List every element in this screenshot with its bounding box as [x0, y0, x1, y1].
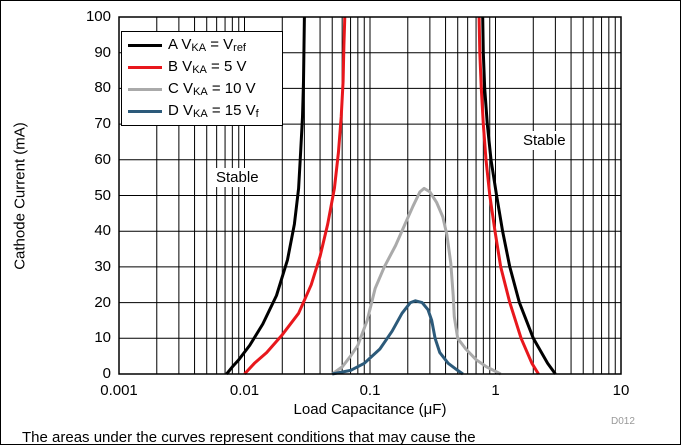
y-tick-label: 40: [94, 222, 111, 240]
figure-caption: The areas under the curves represent con…: [22, 429, 476, 446]
series-line-0-right: [481, 16, 557, 375]
legend-label: B VKA = 5 V: [168, 58, 247, 76]
y-tick-label: 10: [94, 329, 111, 347]
legend-entry: D VKA = 15 Vf: [128, 101, 259, 121]
x-tick-label: 1: [491, 382, 500, 399]
legend-swatch: [128, 87, 162, 91]
legend-swatch: [128, 109, 162, 113]
legend: A VKA = Vref B VKA = 5 V C VKA = 10 V D VKA…: [121, 31, 283, 126]
series-line-3-left: [331, 299, 464, 376]
x-tick-label: 0.01: [229, 382, 260, 399]
y-tick-label: 50: [94, 186, 111, 204]
y-tick-label: 0: [102, 365, 111, 382]
y-axis-label: Cathode Current (mA): [11, 122, 29, 270]
x-tick-label: 0.001: [100, 382, 138, 399]
y-tick-label: 20: [94, 293, 111, 311]
x-tick-label: 10: [612, 382, 630, 399]
legend-swatch: [128, 43, 162, 47]
region-label-stable-left: Stable: [213, 168, 262, 187]
series-line-1-left: [243, 16, 347, 376]
y-tick-label: 80: [94, 79, 111, 97]
series-line-1-right: [477, 16, 540, 375]
legend-entry: A VKA = Vref: [128, 35, 246, 55]
y-tick-label: 100: [85, 8, 111, 25]
legend-swatch: [128, 65, 162, 69]
legend-label: D VKA = 15 Vf: [168, 102, 259, 120]
document-id: D012: [611, 416, 635, 427]
x-axis-label: Load Capacitance (μF): [293, 401, 447, 418]
y-tick-label: 90: [94, 43, 111, 61]
legend-label: C VKA = 10 V: [168, 80, 256, 98]
legend-entry: B VKA = 5 V: [128, 57, 246, 77]
y-tick-label: 60: [94, 150, 111, 168]
series-line-0-left: [225, 16, 306, 375]
region-label-stable-right: Stable: [520, 131, 569, 150]
y-tick-label: 30: [94, 257, 111, 275]
legend-label: A VKA = Vref: [168, 36, 246, 54]
y-tick-label: 70: [94, 115, 111, 133]
x-tick-label: 0.1: [359, 382, 381, 399]
legend-entry: C VKA = 10 V: [128, 79, 256, 99]
series-line-2-left: [331, 186, 502, 376]
plot-border: [118, 16, 622, 375]
